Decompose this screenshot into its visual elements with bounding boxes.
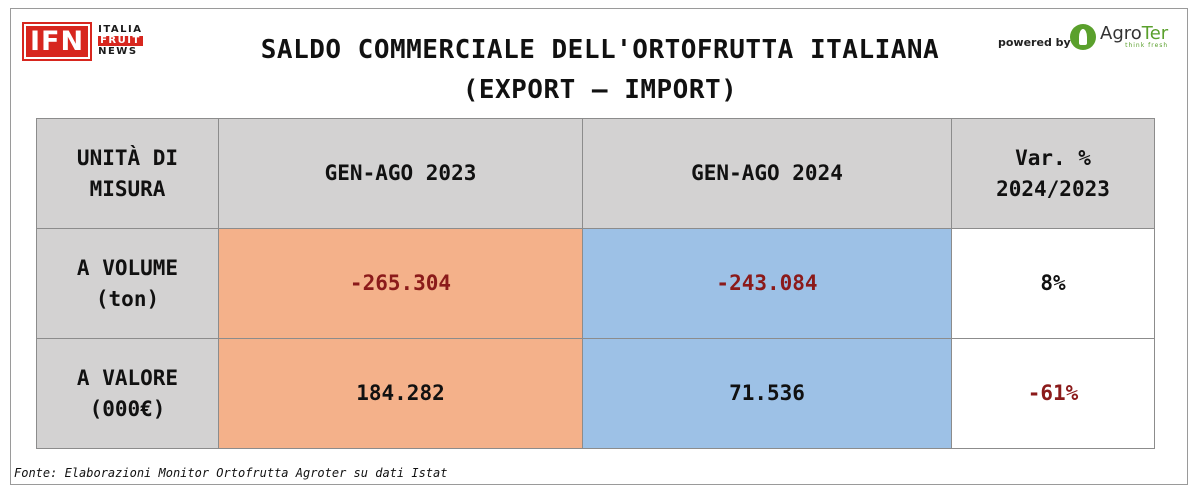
ifn-logo-box: IFN	[22, 21, 93, 61]
source-note: Fonte: Elaborazioni Monitor Ortofrutta A…	[14, 466, 448, 480]
row-label-line1: A VOLUME	[76, 255, 179, 280]
trade-balance-table: UNITÀ DI MISURA GEN-AGO 2023 GEN-AGO 202…	[36, 118, 1155, 449]
table-row: A VOLUME (ton) -265.304 -243.084 8%	[36, 228, 1155, 339]
value-variation-value: -61%	[951, 338, 1155, 449]
agroter-name-b: Ter	[1141, 23, 1169, 44]
title-line-1: SALDO COMMERCIALE DELL'ORTOFRUTTA ITALIA…	[260, 35, 940, 65]
agroter-name-a: Agro	[1100, 23, 1142, 44]
row-label-volume: A VOLUME (ton)	[36, 228, 219, 339]
agroter-tagline: think fresh	[1125, 42, 1169, 49]
volume-2024-value: -243.084	[582, 228, 952, 339]
ifn-logo-line1: ITALIA	[98, 24, 143, 35]
header-unit-line2: MISURA	[89, 176, 166, 201]
row-label-value: A VALORE (000€)	[36, 338, 219, 449]
agroter-name: AgroTer	[1100, 25, 1168, 43]
volume-2023-value: -265.304	[218, 228, 583, 339]
title-line-2: (EXPORT – IMPORT)	[462, 75, 738, 105]
header-variation: Var. % 2024/2023	[951, 118, 1155, 229]
row-label-line2: (000€)	[89, 396, 166, 421]
header-2024: GEN-AGO 2024	[582, 118, 952, 229]
agroter-logo: AgroTer think fresh	[1070, 24, 1168, 50]
header-unit-line1: UNITÀ DI	[76, 145, 179, 170]
row-label-line1: A VALORE	[76, 365, 179, 390]
value-2024-value: 71.536	[582, 338, 952, 449]
powered-by-label: powered by	[998, 36, 1071, 49]
ifn-logo-line3: NEWS	[98, 46, 138, 57]
leaf-icon	[1070, 24, 1096, 50]
header-unit-of-measure: UNITÀ DI MISURA	[36, 118, 219, 229]
header-variation-line1: Var. %	[1015, 145, 1091, 170]
page-title: SALDO COMMERCIALE DELL'ORTOFRUTTA ITALIA…	[200, 30, 1000, 110]
header-2023: GEN-AGO 2023	[218, 118, 583, 229]
table-row: A VALORE (000€) 184.282 71.536 -61%	[36, 338, 1155, 449]
row-label-line2: (ton)	[95, 286, 160, 311]
ifn-logo: IFN ITALIA FRUIT NEWS	[22, 21, 172, 61]
volume-variation-value: 8%	[951, 228, 1155, 339]
table-header-row: UNITÀ DI MISURA GEN-AGO 2023 GEN-AGO 202…	[36, 118, 1155, 229]
ifn-logo-line2: FRUIT	[98, 35, 143, 46]
agroter-logo-text: AgroTer think fresh	[1100, 25, 1168, 49]
header-variation-line2: 2024/2023	[996, 176, 1110, 201]
ifn-logo-text: ITALIA FRUIT NEWS	[98, 25, 143, 57]
value-2023-value: 184.282	[218, 338, 583, 449]
